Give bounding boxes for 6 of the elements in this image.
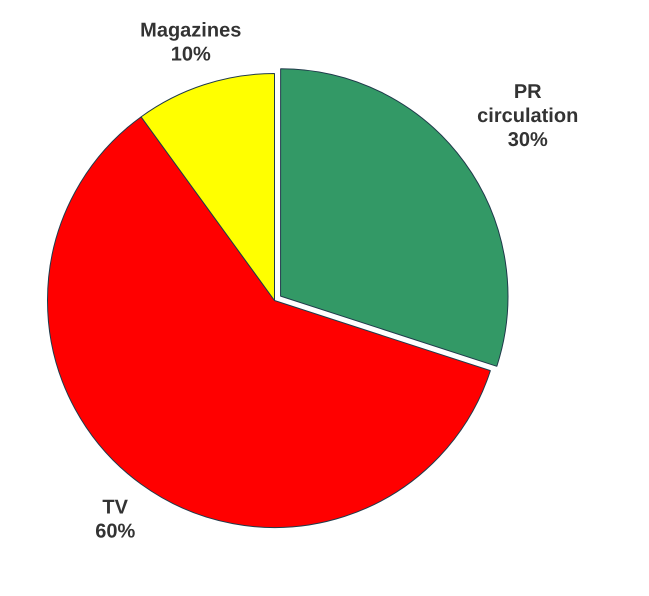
data-label: 60% (95, 520, 136, 542)
data-label: 10% (170, 43, 211, 66)
slice-label: PR circulation (477, 81, 578, 128)
slice-label: TV (102, 496, 129, 518)
slice-label: Magazines (140, 19, 242, 42)
data-label: 30% (508, 129, 548, 152)
